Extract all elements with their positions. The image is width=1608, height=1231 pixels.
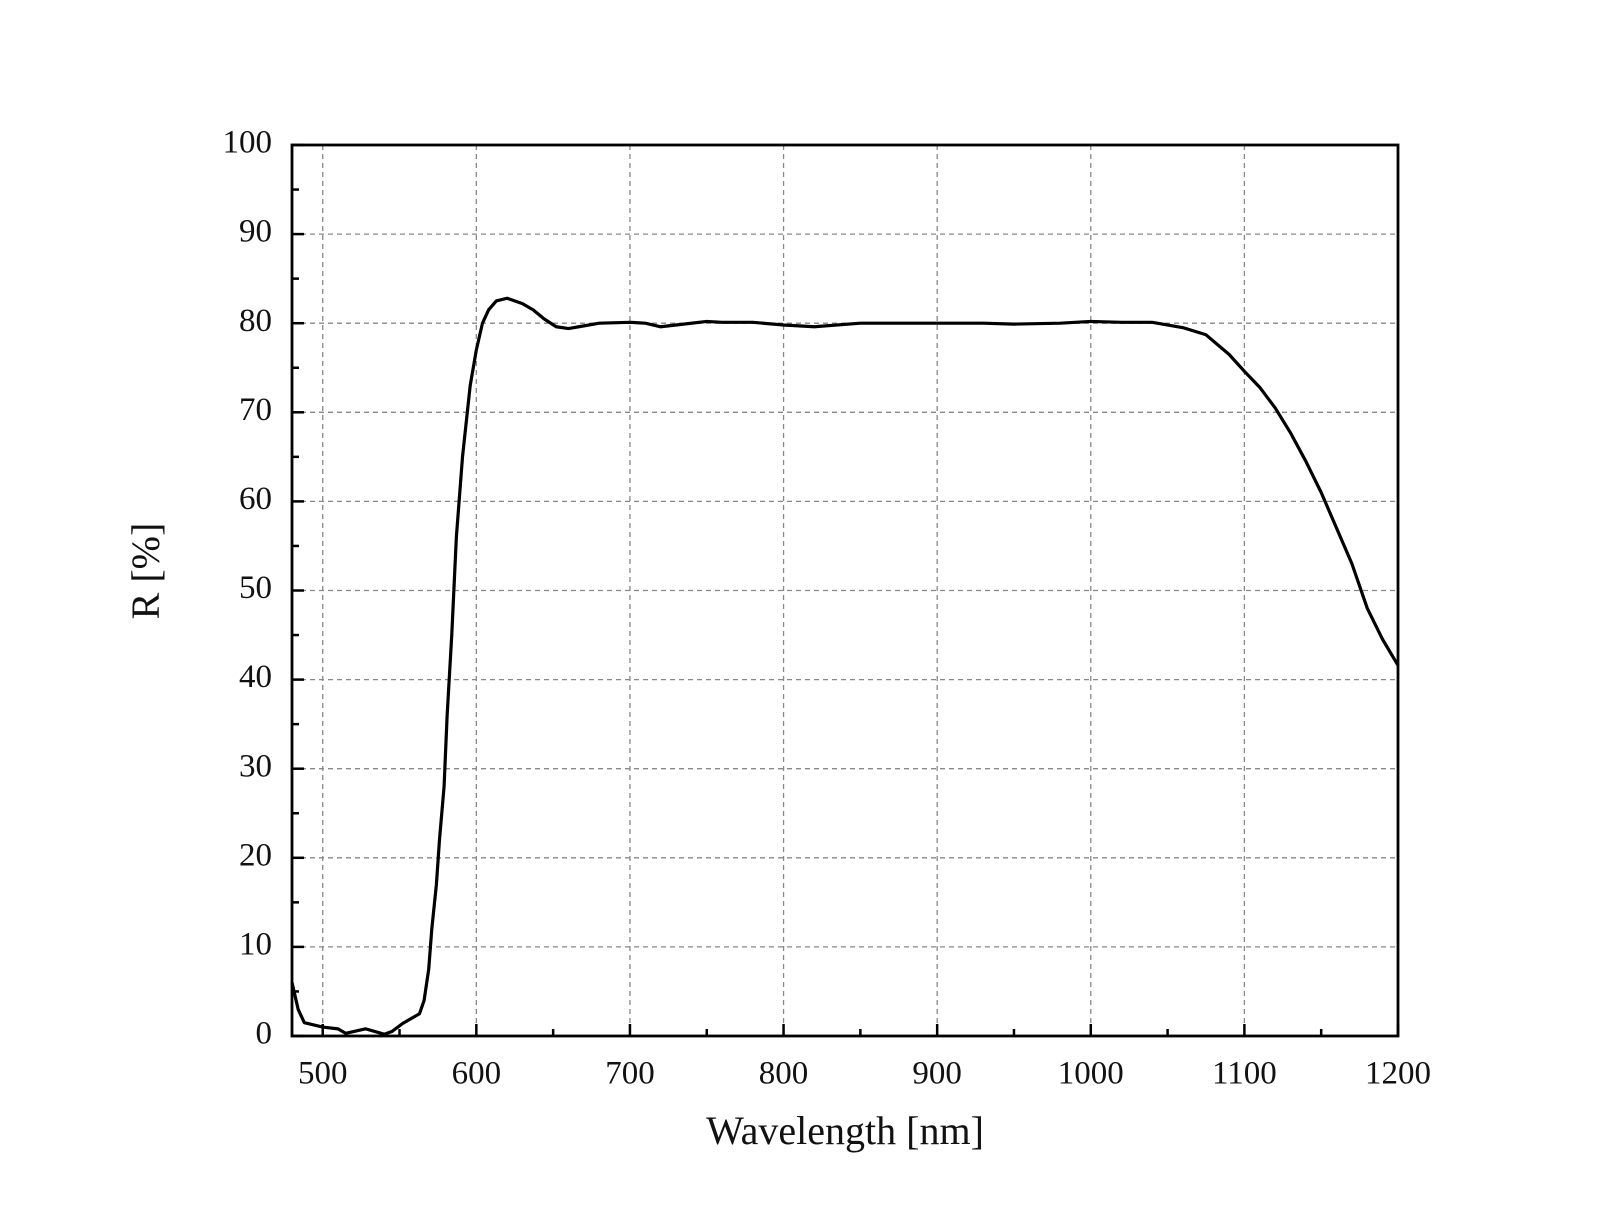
- y-tick-label: 50: [239, 570, 272, 606]
- y-tick-label: 30: [239, 748, 272, 784]
- y-tick-label: 70: [239, 392, 272, 428]
- plot-frame: [290, 143, 1400, 1038]
- x-tick-label: 600: [452, 1056, 502, 1092]
- y-axis-label: R [%]: [123, 523, 168, 620]
- x-tick-label: 900: [912, 1056, 962, 1092]
- y-tick-label: 10: [239, 926, 272, 962]
- x-tick-label: 800: [759, 1056, 809, 1092]
- y-tick-label: 80: [239, 303, 272, 339]
- data-line: [290, 296, 1400, 1036]
- x-tick-label: 1200: [1365, 1056, 1431, 1092]
- x-tick-label: 500: [298, 1056, 348, 1092]
- y-tick-label: 60: [239, 481, 272, 517]
- x-tick-label: 1100: [1212, 1056, 1277, 1092]
- x-tick-label: 1000: [1058, 1056, 1124, 1092]
- y-tick-label: 20: [239, 837, 272, 873]
- x-tick-label: 700: [605, 1056, 655, 1092]
- y-tick-label: 90: [239, 214, 272, 250]
- y-tick-label: 0: [256, 1016, 273, 1052]
- x-axis-label: Wavelength [nm]: [706, 1108, 984, 1153]
- y-tick-label: 40: [239, 659, 272, 695]
- y-tick-label: 100: [223, 125, 273, 161]
